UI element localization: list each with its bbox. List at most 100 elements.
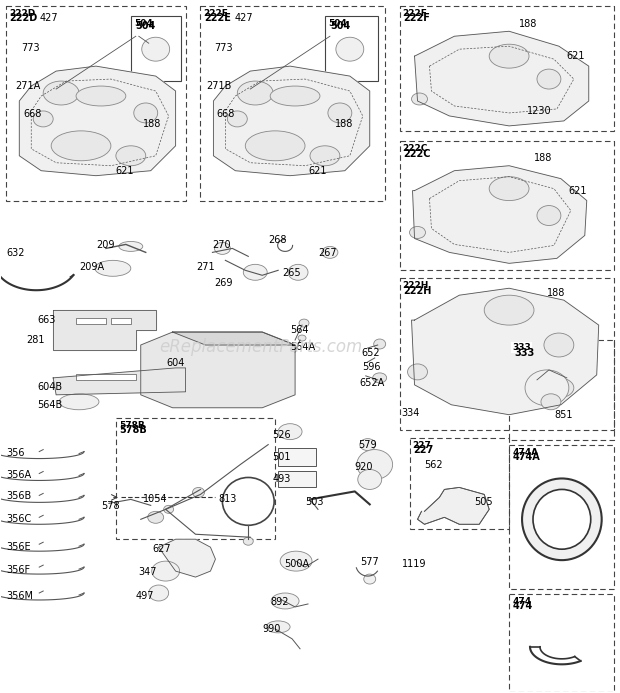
Bar	[400, 6, 614, 131]
Text: 627: 627	[153, 544, 171, 554]
Text: 356B: 356B	[6, 491, 32, 502]
Ellipse shape	[537, 206, 561, 225]
Ellipse shape	[266, 621, 290, 633]
Ellipse shape	[148, 511, 164, 523]
Text: eReplacementParts.com: eReplacementParts.com	[159, 337, 362, 356]
Text: 668: 668	[216, 109, 235, 119]
Polygon shape	[172, 332, 295, 345]
Text: 578B: 578B	[119, 425, 146, 435]
Ellipse shape	[119, 241, 143, 252]
Text: 209: 209	[96, 240, 115, 250]
Polygon shape	[412, 288, 599, 414]
Text: 564A: 564A	[290, 342, 315, 352]
Text: 474A: 474A	[512, 448, 538, 457]
Ellipse shape	[280, 551, 312, 571]
Text: 271A: 271A	[16, 81, 40, 91]
Text: 474: 474	[512, 597, 531, 606]
Ellipse shape	[412, 93, 427, 105]
Text: 621: 621	[567, 51, 585, 61]
Text: 188: 188	[547, 288, 565, 298]
Text: 652: 652	[361, 348, 381, 358]
Text: 222C: 222C	[404, 149, 431, 159]
Text: 281: 281	[26, 335, 45, 345]
Ellipse shape	[310, 146, 340, 166]
Text: 227: 227	[414, 445, 434, 455]
Ellipse shape	[541, 394, 561, 410]
Bar	[76, 318, 106, 324]
Text: 663: 663	[37, 315, 56, 325]
Ellipse shape	[278, 423, 302, 439]
Text: 652A: 652A	[360, 378, 385, 388]
Text: 851: 851	[554, 410, 572, 420]
Text: 222H: 222H	[404, 286, 432, 296]
Text: 267: 267	[318, 248, 337, 258]
Text: 564B: 564B	[37, 400, 63, 410]
Ellipse shape	[142, 37, 170, 61]
Text: 188: 188	[143, 119, 161, 129]
Text: 474: 474	[513, 601, 533, 611]
Text: 222H: 222H	[402, 281, 429, 290]
Text: 356C: 356C	[6, 514, 32, 525]
Text: 222F: 222F	[404, 13, 430, 24]
Text: 347: 347	[139, 567, 157, 577]
Ellipse shape	[336, 37, 364, 61]
Text: 562: 562	[425, 459, 443, 470]
Bar	[278, 448, 316, 466]
Text: 504: 504	[330, 21, 350, 31]
Text: 188: 188	[534, 152, 552, 163]
Text: 356A: 356A	[6, 469, 32, 480]
Polygon shape	[159, 539, 215, 577]
Ellipse shape	[215, 243, 231, 254]
Ellipse shape	[356, 450, 392, 480]
Text: 497: 497	[136, 591, 154, 601]
Ellipse shape	[246, 131, 305, 161]
Text: 503: 503	[305, 498, 324, 507]
Ellipse shape	[298, 335, 306, 341]
Ellipse shape	[76, 86, 126, 106]
Text: 356M: 356M	[6, 591, 33, 601]
Ellipse shape	[164, 505, 174, 514]
Ellipse shape	[149, 585, 169, 601]
Bar	[400, 141, 614, 270]
Text: 493: 493	[272, 475, 291, 484]
Text: 1054: 1054	[143, 494, 167, 505]
Text: 621: 621	[569, 186, 587, 195]
Polygon shape	[141, 332, 295, 407]
Text: 270: 270	[213, 240, 231, 250]
Text: 209A: 209A	[79, 263, 104, 272]
Ellipse shape	[33, 111, 53, 127]
Text: 1119: 1119	[402, 559, 426, 569]
Bar	[131, 17, 180, 81]
Text: 604: 604	[167, 358, 185, 368]
Ellipse shape	[243, 264, 267, 280]
Text: 333: 333	[514, 348, 534, 358]
Bar	[6, 6, 185, 200]
Text: 222C: 222C	[402, 144, 428, 153]
Ellipse shape	[489, 44, 529, 68]
Text: 356: 356	[6, 448, 25, 457]
Text: 356E: 356E	[6, 542, 31, 552]
Ellipse shape	[59, 394, 99, 410]
Text: 773: 773	[21, 43, 40, 53]
Text: 621: 621	[308, 166, 327, 176]
Text: 668: 668	[24, 109, 42, 119]
Text: 271B: 271B	[206, 81, 232, 91]
Text: 269: 269	[215, 279, 233, 288]
Text: 1230: 1230	[527, 106, 552, 116]
Polygon shape	[415, 31, 589, 126]
Text: 356F: 356F	[6, 565, 30, 575]
Text: 227: 227	[412, 441, 432, 450]
Ellipse shape	[299, 319, 309, 327]
Ellipse shape	[322, 247, 338, 258]
Text: 501: 501	[272, 452, 291, 462]
Ellipse shape	[95, 261, 131, 277]
Ellipse shape	[407, 364, 427, 380]
Text: 578B: 578B	[119, 421, 144, 430]
Bar	[509, 594, 614, 692]
Bar	[116, 418, 275, 539]
Text: 222D: 222D	[9, 10, 35, 18]
Bar	[509, 340, 614, 439]
Ellipse shape	[410, 227, 425, 238]
Text: 268: 268	[268, 236, 286, 245]
Text: 427: 427	[39, 13, 58, 24]
